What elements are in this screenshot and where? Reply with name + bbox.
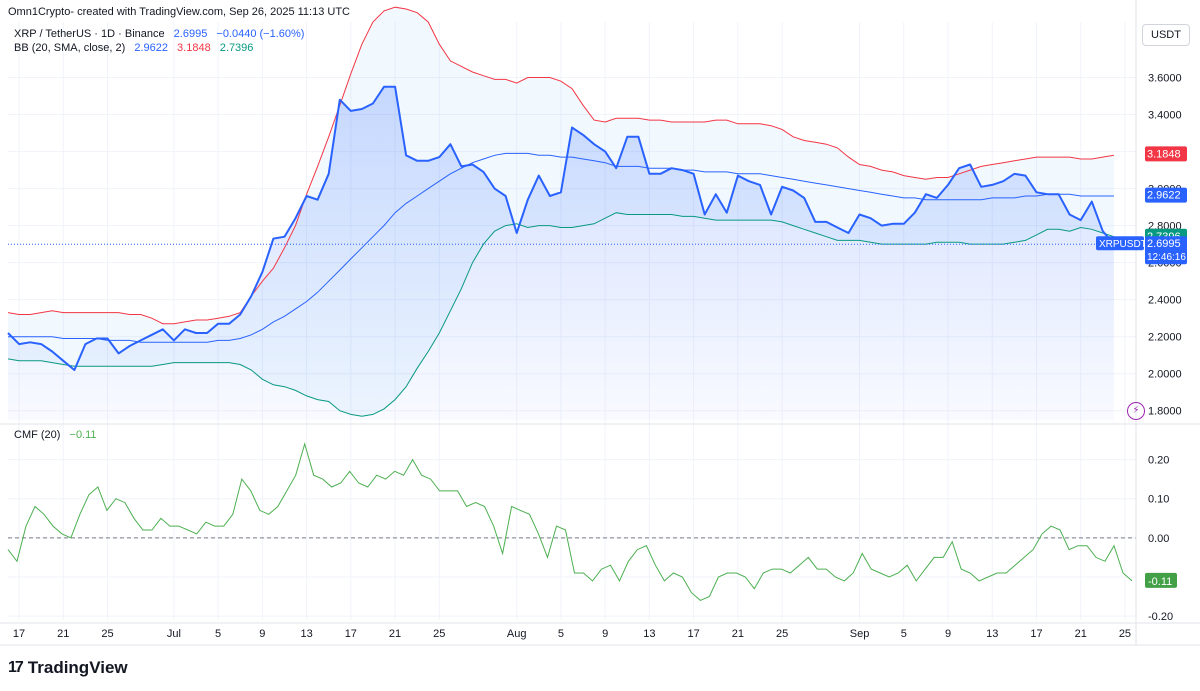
legend-change: −0.0440 (−1.60%)	[216, 28, 305, 40]
cmf-tick-label: 0.10	[1148, 494, 1169, 506]
currency-unit-button[interactable]: USDT	[1142, 24, 1190, 46]
time-tick-label: Jul	[167, 628, 181, 640]
time-tick-label: Aug	[507, 628, 527, 640]
time-tick-label: 21	[1075, 628, 1087, 640]
time-tick-label: 17	[13, 628, 25, 640]
bb-lower-value: 2.7396	[219, 42, 254, 54]
tradingview-brand: TradingView	[27, 658, 128, 677]
time-tick-label: 25	[776, 628, 788, 640]
time-tick-label: 17	[345, 628, 357, 640]
price-tick-label: 3.4000	[1148, 110, 1182, 122]
time-tick-label: 13	[643, 628, 655, 640]
marker-bb-basis-text: 2.9622	[1147, 190, 1181, 202]
cmf-line	[7, 442, 1133, 601]
price-tick-label: 1.8000	[1148, 406, 1182, 418]
last-price-tag-bg	[1145, 236, 1187, 265]
symbol-name: XRP / TetherUS · 1D · Binance	[14, 28, 165, 40]
bb-upper-value: 3.1848	[177, 42, 211, 54]
time-tick-label: 21	[57, 628, 69, 640]
time-tick-label: 25	[433, 628, 445, 640]
time-tick-label: 5	[215, 628, 221, 640]
price-line	[7, 85, 1115, 371]
bb-upper-line	[7, 6, 1114, 325]
price-tick-label: 3.6000	[1148, 73, 1182, 85]
time-tick-label: 13	[986, 628, 998, 640]
time-tick-label: 5	[558, 628, 564, 640]
cmf-label: CMF (20)	[14, 429, 61, 441]
author-credit: Omn1Crypto- created with TradingView.com…	[8, 6, 350, 18]
cmf-legend[interactable]: CMF (20) −0.11	[14, 429, 97, 441]
axes	[0, 0, 1200, 646]
lightning-icon[interactable]: ⚡	[1127, 402, 1145, 420]
price-tick-label: 2.2000	[1148, 332, 1182, 344]
marker-bb-basis-bg	[1145, 187, 1187, 203]
time-tick-label: Sep	[850, 628, 870, 640]
cmf-value: −0.11	[69, 429, 97, 441]
time-tick-label: 9	[602, 628, 608, 640]
symbol-tag-text: XRPUSDT	[1099, 239, 1147, 250]
time-tick-label: 5	[901, 628, 907, 640]
time-tick-label: 13	[300, 628, 312, 640]
price-tick-label: 2.0000	[1148, 369, 1182, 381]
symbol-legend[interactable]: XRP / TetherUS · 1D · Binance 2.6995 −0.…	[14, 28, 304, 40]
symbol-tag-bg	[1096, 236, 1144, 251]
time-tick-label: 9	[259, 628, 265, 640]
cmf-tag-bg	[1145, 572, 1177, 588]
time-tick-label: 21	[389, 628, 401, 640]
time-tick-label: 25	[1119, 628, 1131, 640]
price-area-fill	[8, 86, 1114, 421]
price-tags: 3.18482.96222.7396XRPUSDT2.699512:46:16-…	[1096, 146, 1187, 588]
cmf-tag-text: -0.11	[1148, 576, 1172, 588]
cmf-tick-label: 0.20	[1148, 455, 1169, 467]
last-price-tag-text: 2.6995	[1147, 238, 1181, 250]
time-tick-label: 17	[1030, 628, 1042, 640]
bb-basis-value: 2.9622	[134, 42, 168, 54]
time-tick-label: 25	[101, 628, 113, 640]
band-fills	[8, 7, 1114, 421]
marker-bb-upper-bg	[1145, 146, 1187, 162]
price-tick-label: 2.4000	[1148, 295, 1182, 307]
cmf-tick-label: 0.00	[1148, 533, 1169, 545]
countdown-tag-text: 12:46:16	[1147, 252, 1186, 263]
bb-lower-line	[7, 212, 1115, 417]
marker-bb-upper-text: 3.1848	[1147, 148, 1181, 160]
legend-price: 2.6995	[173, 28, 208, 40]
bb-label: BB (20, SMA, close, 2)	[14, 42, 126, 54]
bb-legend[interactable]: BB (20, SMA, close, 2) 2.9622 3.1848 2.7…	[14, 42, 253, 54]
bb-basis-line	[8, 152, 1114, 343]
time-tick-label: 17	[688, 628, 700, 640]
axis-labels: 3.60003.40003.20003.00002.80002.60002.40…	[13, 73, 1182, 640]
series-lines	[7, 6, 1136, 601]
tradingview-logo-icon: 17	[8, 659, 24, 676]
tradingview-logo[interactable]: 17 TradingView	[8, 658, 128, 678]
cmf-tick-label: -0.20	[1148, 611, 1173, 623]
time-tick-label: 21	[732, 628, 744, 640]
time-tick-label: 9	[945, 628, 951, 640]
